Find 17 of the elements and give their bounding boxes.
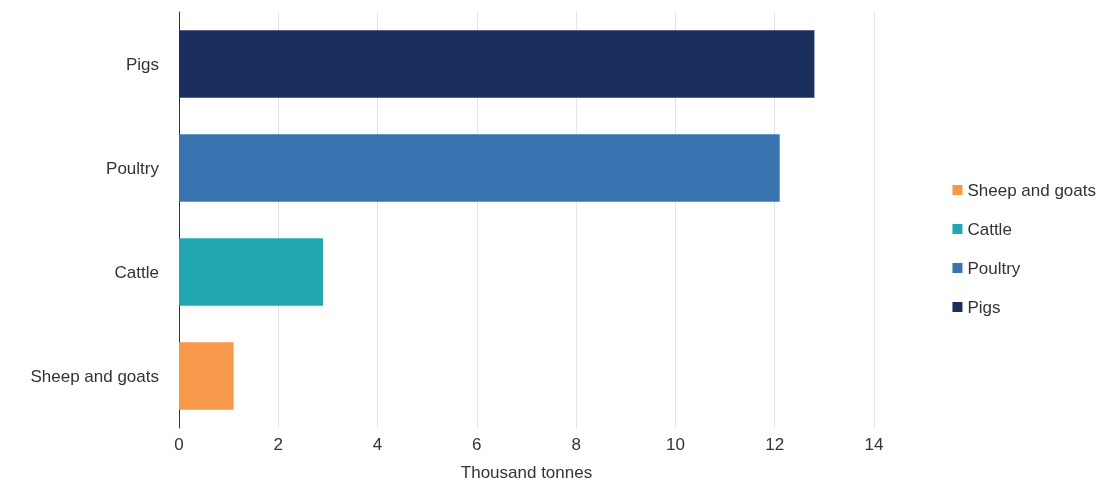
x-tick-label: 10 (665, 435, 685, 454)
x-tick-label: 14 (864, 435, 884, 454)
x-tick-label: 4 (372, 435, 383, 454)
y-tick-label: Cattle (114, 262, 159, 282)
x-tick-label: 6 (472, 435, 482, 454)
legend-label: Poultry (967, 258, 1021, 278)
legend-label: Pigs (967, 297, 1001, 317)
y-tick-label: Pigs (125, 54, 159, 74)
y-tick-label: Poultry (106, 158, 160, 178)
x-tick-label: 8 (571, 435, 581, 454)
x-tick-label: 0 (174, 435, 184, 454)
y-tick-label: Sheep and goats (30, 366, 159, 386)
legend-label: Sheep and goats (967, 180, 1097, 200)
x-tick-label: 2 (273, 435, 284, 454)
legend-label: Cattle (967, 219, 1012, 239)
x-tick-label: 12 (765, 435, 785, 454)
x-axis-title: Thousand tonnes (460, 463, 593, 482)
